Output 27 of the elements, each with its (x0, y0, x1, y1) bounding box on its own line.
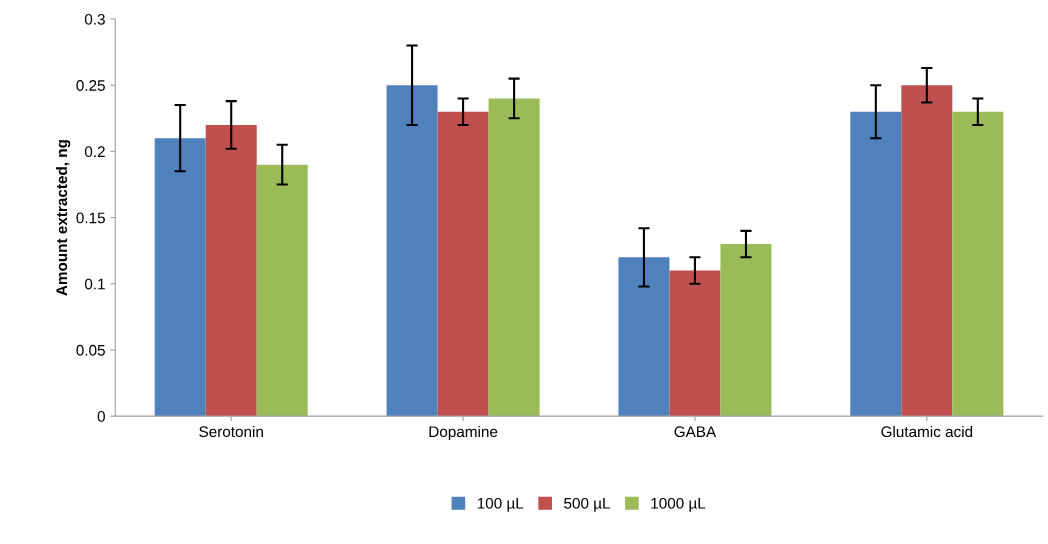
bar (618, 257, 670, 417)
bar (488, 98, 540, 417)
y-tick-label: 0.1 (84, 278, 105, 290)
bar (205, 124, 257, 417)
legend-label: 100 µL (477, 497, 524, 512)
y-tick-label: 0 (97, 411, 105, 422)
y-tick-label: 0.3 (84, 13, 105, 25)
bar (952, 111, 1004, 417)
bar (386, 85, 438, 417)
y-tick-label: 0.25 (76, 80, 105, 91)
bar (720, 244, 772, 417)
x-tick-label: Glutamic acid (881, 425, 973, 438)
bar (850, 111, 902, 417)
y-tick-label: 0.05 (76, 344, 105, 356)
bar (901, 85, 953, 417)
y-tick-label: 0.15 (76, 212, 105, 224)
x-tick-label: Dopamine (429, 425, 498, 441)
bar (256, 164, 308, 417)
bar (437, 111, 489, 417)
x-tick-label: Serotonin (199, 425, 263, 438)
y-axis-title: Amount extracted, ng (55, 140, 71, 296)
y-tick-label: 0.2 (84, 146, 105, 158)
x-tick-label: GABA (674, 426, 717, 438)
legend-label: 500 µL (564, 497, 611, 512)
bar (669, 270, 721, 417)
bar (154, 138, 206, 417)
legend-label: 1000 µL (651, 497, 706, 512)
